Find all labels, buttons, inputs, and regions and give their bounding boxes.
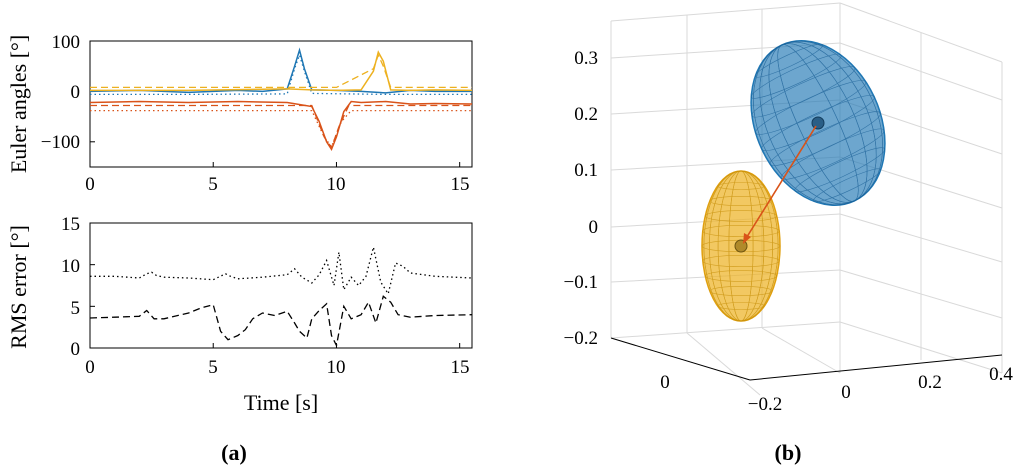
blue-mesh-parallel-2 — [750, 53, 842, 99]
yellow-mesh-parallel-8 — [709, 285, 773, 296]
blue-mesh-parallel-5 — [761, 95, 875, 151]
yellow-mesh-parallel-3 — [704, 210, 777, 222]
z-tick-2: 0.1 — [574, 160, 598, 181]
rms-x-tick-0: 0 — [85, 357, 95, 378]
euler-y-tick-2: −100 — [41, 132, 80, 153]
euler-series-yellow-dashed — [90, 53, 472, 89]
yellow-mesh-parallel-7 — [704, 270, 777, 282]
euler-x-tick-2: 10 — [327, 174, 346, 195]
z-tick-0: 0.3 — [574, 48, 598, 69]
rms-x-tick-2: 10 — [327, 357, 346, 378]
blue-mesh-meridian-9 — [753, 40, 883, 206]
rms-x-label: Time [s] — [244, 390, 318, 415]
rms-series-black-dashed — [89, 295, 473, 348]
euler-plot: 100 0 −100 0 5 10 15 Euler angles [°] — [6, 32, 473, 195]
y-tick-2: 0.4 — [989, 364, 1013, 385]
blue-mesh-parallel-4 — [755, 80, 867, 135]
euler-y-tick-0: 100 — [52, 32, 81, 53]
euler-x-tick-0: 0 — [85, 174, 95, 195]
euler-y-label: Euler angles [°] — [6, 35, 31, 173]
rms-plot: 15 10 5 0 0 5 10 15 RMS error [°] Time [… — [6, 214, 473, 415]
y-tick-1: 0.2 — [918, 372, 942, 393]
blue-ellipsoid — [750, 40, 886, 206]
rms-y-label: RMS error [°] — [6, 225, 31, 349]
euler-series-blue-dotted — [90, 53, 472, 96]
z-tick-1: 0.2 — [574, 104, 598, 125]
box-axes — [610, 337, 1003, 381]
z-tick-5: −0.2 — [564, 328, 598, 349]
ellipsoid-3d-plot: 0.3 0.2 0.1 0 −0.1 −0.2 0 −0.2 0 0.2 0.4 — [564, 2, 1013, 415]
x-tick-0: 0 — [660, 372, 670, 393]
panel-label-a: (a) — [221, 440, 247, 465]
yellow-mesh-parallel-6 — [702, 255, 780, 268]
x-tick-1: −0.2 — [748, 394, 782, 415]
blue-mesh-parallel-8 — [794, 147, 886, 193]
panel-label-b: (b) — [775, 440, 802, 465]
euler-series-blue-solid — [89, 47, 472, 94]
yellow-mesh-parallel-1 — [717, 182, 765, 190]
euler-x-tick-1: 5 — [208, 174, 218, 195]
rms-y-tick-1: 10 — [61, 256, 80, 277]
z-tick-4: −0.1 — [564, 272, 598, 293]
euler-x-tick-3: 15 — [451, 174, 470, 195]
euler-series-red-dashed — [90, 104, 472, 150]
blue-center — [811, 116, 825, 130]
euler-y-tick-1: 0 — [71, 82, 81, 103]
y-tick-0: 0 — [841, 382, 851, 403]
blue-mesh-parallel-6 — [769, 111, 881, 166]
euler-series-red-solid — [89, 100, 473, 152]
yellow-mesh-parallel-4 — [702, 225, 780, 238]
rms-y-tick-3: 0 — [71, 339, 81, 360]
euler-series-red-dotted — [90, 109, 472, 149]
blue-mesh-parallel-3 — [751, 66, 856, 118]
euler-series-yellow-solid — [90, 50, 473, 92]
yellow-mesh-parallel-2 — [709, 196, 773, 207]
rms-x-tick-1: 5 — [208, 357, 218, 378]
rms-series-black-dotted — [90, 247, 473, 296]
rms-y-tick-0: 15 — [61, 214, 80, 235]
offset-arrow — [743, 125, 817, 244]
z-tick-3: 0 — [589, 217, 599, 238]
blue-mesh-parallel-7 — [780, 128, 885, 180]
rms-x-tick-3: 15 — [451, 357, 470, 378]
yellow-mesh-meridian-9 — [703, 170, 779, 322]
rms-plot-frame — [89, 222, 473, 349]
yellow-mesh-parallel-9 — [717, 302, 765, 310]
blue-mesh-parallel-9 — [812, 168, 882, 203]
blue-mesh-parallel-1 — [754, 43, 824, 78]
rms-y-tick-2: 5 — [71, 298, 81, 319]
yellow-ellipsoid — [701, 170, 781, 322]
